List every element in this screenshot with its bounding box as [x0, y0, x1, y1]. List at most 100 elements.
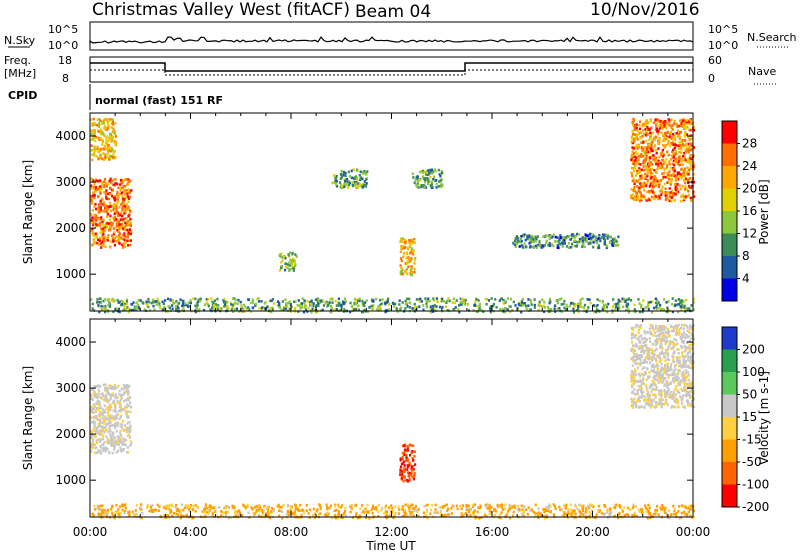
- scatter-pixel: [92, 193, 95, 196]
- scatter-pixel: [643, 168, 646, 172]
- scatter-pixel: [104, 310, 107, 314]
- scatter-pixel: [188, 305, 191, 308]
- scatter-pixel: [290, 259, 294, 262]
- scatter-pixel: [429, 176, 432, 179]
- scatter-pixel: [417, 180, 420, 183]
- scatter-pixel: [523, 242, 526, 245]
- scatter-pixel: [639, 199, 642, 203]
- scatter-pixel: [93, 136, 96, 139]
- scatter-pixel: [603, 238, 606, 241]
- scatter-pixel: [106, 417, 109, 421]
- scatter-pixel: [114, 417, 117, 421]
- scatter-pixel: [93, 154, 96, 157]
- scatter-pixel: [113, 156, 116, 160]
- scatter-pixel: [685, 171, 688, 174]
- scatter-pixel: [90, 178, 93, 181]
- scatter-pixel: [689, 154, 692, 158]
- scatter-pixel: [93, 205, 96, 209]
- scatter-pixel: [504, 507, 507, 511]
- scatter-pixel: [677, 134, 680, 137]
- scatter-pixel: [114, 393, 117, 396]
- scatter-pixel: [630, 341, 634, 344]
- scatter-pixel: [194, 304, 197, 308]
- scatter-pixel: [93, 181, 96, 184]
- scatter-pixel: [106, 226, 109, 230]
- scatter-pixel: [460, 297, 463, 301]
- scatter-pixel: [653, 136, 656, 140]
- scatter-pixel: [673, 399, 676, 403]
- scatter-pixel: [95, 441, 99, 444]
- scatter-pixel: [128, 510, 131, 514]
- scatter-pixel: [152, 298, 155, 302]
- scatter-pixel: [541, 244, 544, 247]
- scatter-pixel: [672, 360, 675, 364]
- scatter-pixel: [533, 303, 536, 307]
- scatter-pixel: [680, 120, 683, 123]
- scatter-pixel: [107, 144, 110, 147]
- scatter-pixel: [639, 395, 642, 399]
- scatter-pixel: [206, 507, 209, 510]
- scatter-pixel: [113, 202, 116, 206]
- scatter-pixel: [659, 189, 662, 193]
- colorbar-segment: [722, 233, 737, 257]
- scatter-pixel: [344, 174, 347, 178]
- scatter-pixel: [601, 233, 605, 236]
- scatter-pixel: [671, 189, 674, 193]
- scatter-pixel: [661, 402, 664, 406]
- scatter-pixel: [676, 171, 679, 174]
- scatter-pixel: [127, 223, 130, 227]
- scatter-pixel: [489, 306, 492, 310]
- scatter-pixel: [413, 262, 416, 265]
- scatter-pixel: [201, 510, 204, 513]
- scatter-pixel: [664, 339, 667, 343]
- scatter-pixel: [677, 302, 680, 306]
- scatter-pixel: [561, 245, 564, 248]
- scatter-pixel: [686, 365, 689, 368]
- scatter-pixel: [236, 307, 239, 311]
- scatter-pixel: [125, 178, 128, 181]
- scatter-pixel: [110, 126, 113, 129]
- scatter-pixel: [632, 334, 635, 338]
- scatter-pixel: [106, 207, 109, 211]
- scatter-pixel: [517, 303, 520, 306]
- scatter-pixel: [92, 411, 95, 415]
- scatter-pixel: [646, 169, 649, 173]
- scatter-pixel: [105, 204, 108, 207]
- scatter-pixel: [314, 298, 317, 301]
- scatter-pixel: [669, 195, 672, 199]
- scatter-pixel: [555, 299, 558, 303]
- scatter-pixel: [606, 237, 609, 240]
- scatter-pixel: [514, 237, 517, 240]
- scatter-pixel: [635, 334, 638, 337]
- scatter-pixel: [681, 389, 684, 392]
- scatter-pixel: [656, 130, 659, 133]
- scatter-pixel: [568, 246, 572, 249]
- scatter-pixel: [665, 158, 668, 161]
- scatter-pixel: [640, 174, 643, 178]
- scatter-pixel: [595, 239, 598, 243]
- scatter-pixel: [107, 430, 110, 433]
- scatter-pixel: [363, 169, 366, 173]
- scatter-pixel: [411, 475, 414, 479]
- scatter-pixel: [520, 310, 523, 314]
- scatter-pixel: [428, 171, 432, 175]
- scatter-pixel: [691, 401, 694, 404]
- scatter-pixel: [129, 231, 132, 235]
- scatter-pixel: [281, 259, 284, 262]
- scatter-pixel: [581, 236, 584, 239]
- scatter-pixel: [162, 302, 165, 305]
- scatter-pixel: [681, 354, 684, 357]
- scatter-pixel: [682, 370, 685, 374]
- scatter-pixel: [106, 135, 109, 139]
- scatter-pixel: [90, 430, 93, 433]
- scatter-pixel: [659, 379, 662, 382]
- scatter-pixel: [452, 297, 455, 301]
- scatter-pixel: [92, 191, 95, 195]
- scatter-pixel: [128, 385, 131, 388]
- scatter-pixel: [437, 185, 440, 188]
- scatter-pixel: [354, 176, 357, 180]
- scatter-pixel: [690, 354, 693, 357]
- scatter-pixel: [117, 401, 120, 405]
- scatter-pixel: [536, 235, 539, 238]
- scatter-pixel: [187, 507, 190, 511]
